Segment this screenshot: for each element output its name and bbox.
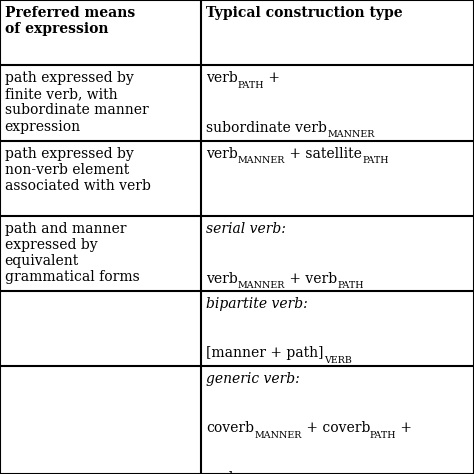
- Text: verb: verb: [206, 147, 238, 161]
- Text: subordinate verb: subordinate verb: [206, 121, 327, 135]
- Text: bipartite verb:: bipartite verb:: [206, 297, 308, 311]
- Text: verb: verb: [206, 471, 238, 474]
- Text: MANNER: MANNER: [327, 130, 374, 139]
- Text: verb: verb: [206, 272, 238, 286]
- Text: MANNER: MANNER: [254, 431, 301, 440]
- Text: [manner + path]: [manner + path]: [206, 346, 324, 361]
- Text: path expressed by
non-verb element
associated with verb: path expressed by non-verb element assoc…: [5, 147, 151, 193]
- Text: PATH: PATH: [337, 281, 364, 290]
- Text: +: +: [396, 421, 412, 436]
- Text: coverb: coverb: [206, 421, 254, 436]
- Text: Preferred means
of expression: Preferred means of expression: [5, 6, 135, 36]
- Text: MANNER: MANNER: [238, 156, 285, 165]
- Text: PATH: PATH: [362, 156, 389, 165]
- Text: Typical construction type: Typical construction type: [206, 6, 403, 20]
- Text: serial verb:: serial verb:: [206, 222, 286, 236]
- Text: VERB: VERB: [324, 356, 352, 365]
- Text: MANNER: MANNER: [238, 281, 285, 290]
- Text: + satellite: + satellite: [285, 147, 362, 161]
- Text: + coverb: + coverb: [301, 421, 370, 436]
- Text: + verb: + verb: [285, 272, 337, 286]
- Text: PATH: PATH: [238, 81, 264, 90]
- Text: +: +: [264, 71, 281, 85]
- Text: path and manner
expressed by
equivalent
grammatical forms: path and manner expressed by equivalent …: [5, 222, 139, 284]
- Text: PATH: PATH: [370, 431, 396, 440]
- Text: generic verb:: generic verb:: [206, 372, 300, 386]
- Text: path expressed by
finite verb, with
subordinate manner
expression: path expressed by finite verb, with subo…: [5, 71, 148, 134]
- Text: verb: verb: [206, 71, 238, 85]
